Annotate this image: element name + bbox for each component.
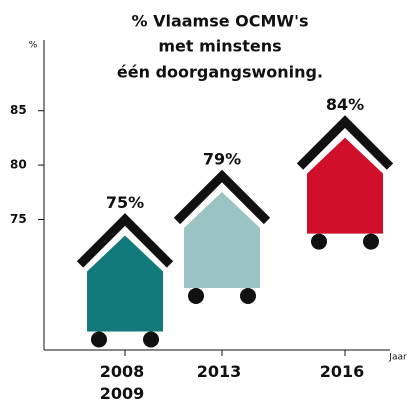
chart: % Vlaamse OCMW's met minstens één doorga…: [0, 0, 408, 407]
wheel: [363, 234, 379, 250]
y-tick-label: 80: [10, 158, 27, 172]
wheel: [311, 234, 327, 250]
value-label: 84%: [326, 95, 364, 114]
x-tick-label: 2016: [320, 362, 365, 381]
x-tick-label-line: 2013: [197, 362, 242, 381]
x-tick-label: 2013: [197, 362, 242, 381]
y-tick-label: 75: [10, 212, 27, 226]
value-label: 75%: [106, 193, 144, 212]
x-tick-label-line: 2009: [100, 384, 145, 403]
x-axis-label: Jaar: [388, 353, 407, 363]
y-axis-label: %: [29, 41, 38, 51]
y-tick-label: 85: [10, 103, 27, 117]
wheel: [91, 331, 107, 347]
x-tick-label-line: 2016: [320, 362, 365, 381]
x-tick-label-line: 2008: [100, 362, 145, 381]
chart-title: met minstens: [158, 37, 281, 56]
chart-title: % Vlaamse OCMW's: [131, 12, 308, 31]
wheel: [188, 288, 204, 304]
page: {"chart_data": {"type": "bar", "title": …: [0, 0, 408, 407]
x-tick-label: 2008 2009: [100, 362, 145, 403]
wheel: [240, 288, 256, 304]
wheel: [143, 331, 159, 347]
chart-title: één doorgangswoning.: [117, 63, 323, 82]
value-label: 79%: [203, 149, 241, 168]
